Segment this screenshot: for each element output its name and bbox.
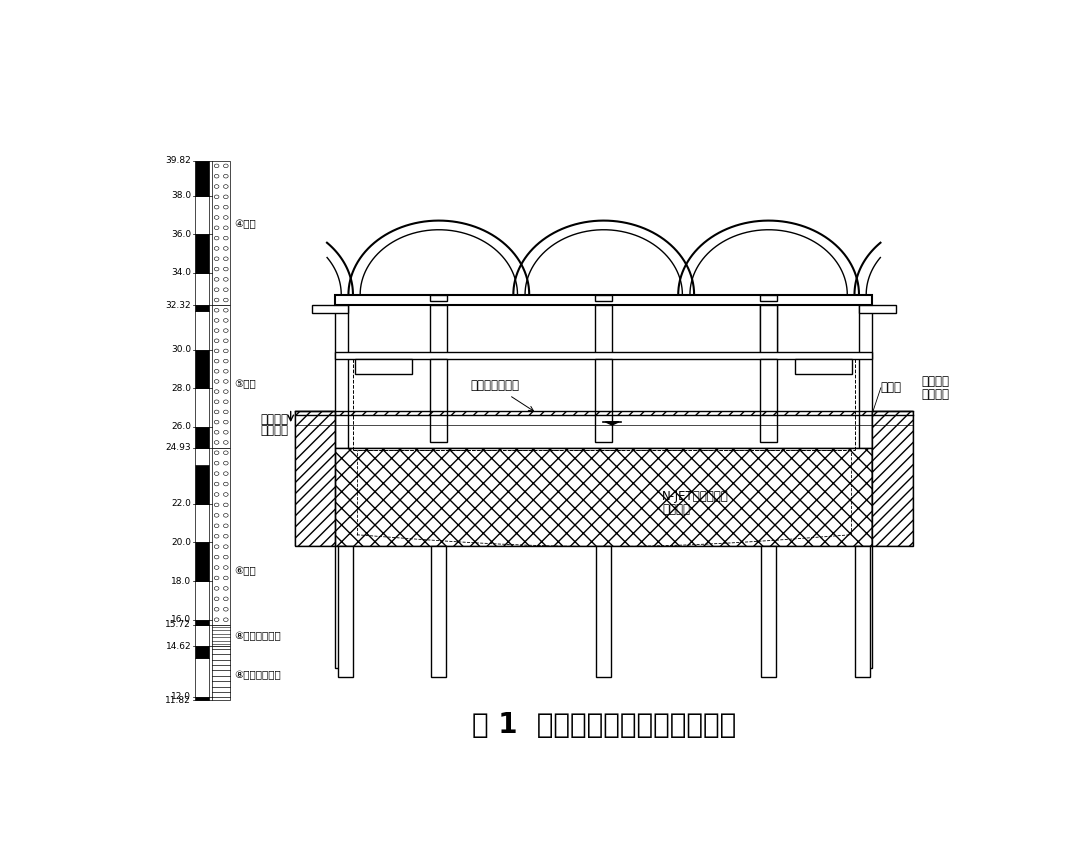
Bar (195, 658, 208, 696)
Bar (195, 427, 208, 447)
Bar (195, 234, 208, 273)
Bar (431, 295, 447, 301)
Bar (195, 543, 208, 581)
Text: 止水范围: 止水范围 (921, 388, 949, 401)
Bar (195, 696, 208, 700)
Bar (338, 547, 353, 678)
Text: 20.0: 20.0 (171, 538, 191, 547)
Bar (760, 295, 777, 301)
Text: 14.62: 14.62 (165, 642, 191, 650)
Bar (873, 411, 913, 547)
Bar (761, 547, 777, 678)
Text: 15.72: 15.72 (165, 621, 191, 629)
Bar (212, 305, 230, 447)
Bar (335, 351, 873, 359)
Bar (195, 447, 208, 465)
Text: 36.0: 36.0 (171, 230, 191, 239)
Text: ⑥卵石: ⑥卵石 (233, 566, 256, 576)
Text: 注浆施工作业面: 注浆施工作业面 (471, 380, 534, 411)
Text: 38.0: 38.0 (171, 191, 191, 200)
Bar (855, 547, 869, 678)
Text: ⑤卵石: ⑤卵石 (233, 380, 256, 390)
Bar (596, 547, 611, 678)
Text: 注浆孔: 注浆孔 (881, 381, 902, 395)
Bar (355, 359, 413, 374)
Bar (431, 359, 447, 441)
Text: 深孔注浆: 深孔注浆 (921, 375, 949, 388)
Bar (212, 625, 230, 646)
Text: 22.0: 22.0 (172, 499, 191, 509)
Text: ④卵石: ④卵石 (233, 220, 256, 230)
Bar (595, 305, 612, 359)
Bar (335, 305, 349, 667)
Text: N-JET超高压旋喷: N-JET超高压旋喷 (662, 490, 729, 503)
Bar (195, 305, 208, 312)
Text: 26.0: 26.0 (171, 423, 191, 431)
Bar (595, 295, 612, 301)
Bar (195, 312, 208, 350)
Bar (212, 160, 230, 305)
Bar (760, 305, 777, 359)
Bar (431, 547, 446, 678)
Bar (859, 305, 895, 313)
Text: 16.0: 16.0 (171, 615, 191, 624)
Text: 30.0: 30.0 (171, 346, 191, 354)
Bar (195, 350, 208, 388)
Text: 11.82: 11.82 (165, 695, 191, 705)
Bar (195, 465, 208, 504)
Bar (295, 411, 335, 547)
Text: 34.0: 34.0 (171, 268, 191, 278)
Bar (212, 447, 230, 625)
Bar (195, 646, 208, 658)
Text: 地下水位: 地下水位 (260, 424, 288, 436)
Text: ⑧弱强风化碘岩: ⑧弱强风化碘岩 (233, 631, 281, 641)
Text: 18.0: 18.0 (171, 576, 191, 586)
Text: 图 1  车站止水范围横断面示意图: 图 1 车站止水范围横断面示意图 (472, 711, 735, 739)
Bar (195, 625, 208, 646)
Bar (195, 620, 208, 625)
Bar (335, 447, 873, 547)
Bar (195, 160, 208, 196)
Bar (312, 305, 349, 313)
Bar (431, 305, 447, 359)
Bar (335, 447, 873, 547)
Text: 24.93: 24.93 (165, 443, 191, 452)
Bar (595, 359, 612, 441)
Bar (295, 411, 913, 415)
Bar (195, 273, 208, 305)
Text: 28.0: 28.0 (171, 384, 191, 393)
Bar (195, 581, 208, 620)
Bar (212, 646, 230, 700)
Bar (873, 411, 913, 547)
Text: 12.0: 12.0 (171, 692, 191, 701)
Bar (295, 411, 335, 547)
Text: 施工阶段: 施工阶段 (260, 413, 288, 426)
Bar (859, 305, 873, 667)
Bar (760, 359, 777, 441)
Polygon shape (606, 422, 619, 425)
Text: 32.32: 32.32 (165, 301, 191, 310)
Bar (195, 504, 208, 543)
Bar (195, 388, 208, 427)
Bar (195, 196, 208, 234)
Text: ⑧中强风化砂岩: ⑧中强风化砂岩 (233, 671, 281, 680)
Text: 止水范围: 止水范围 (662, 503, 690, 516)
Bar (795, 359, 852, 374)
Bar (335, 295, 873, 305)
Text: 39.82: 39.82 (165, 156, 191, 166)
